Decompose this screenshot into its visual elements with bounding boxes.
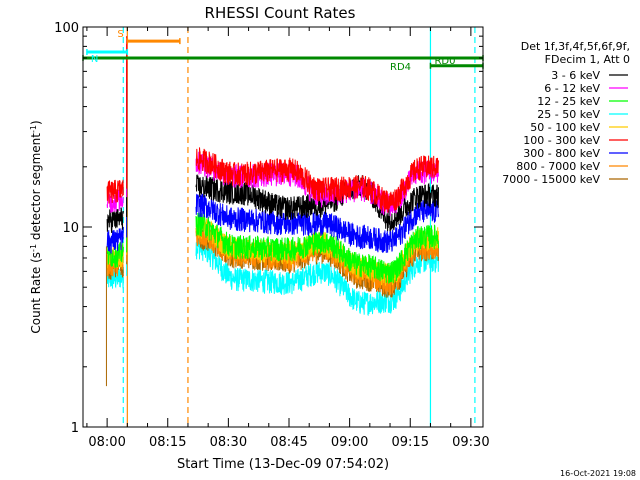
series-line [106, 179, 124, 204]
x-axis-label: Start Time (13-Dec-09 07:54:02) [177, 457, 389, 472]
series-line [106, 207, 124, 234]
x-tick-label: 09:15 [392, 435, 429, 450]
legend-label: 50 - 100 keV [530, 121, 600, 134]
legend-label: 100 - 300 keV [523, 134, 600, 147]
series-line [195, 212, 439, 284]
legend-label: 6 - 12 keV [544, 82, 600, 95]
series-line [195, 174, 439, 232]
x-tick-label: 09:30 [452, 435, 489, 450]
plot-frame [82, 26, 484, 428]
y-axis: 1 10 100 [54, 21, 483, 436]
legend-header-2: FDecim 1, Att 0 [545, 53, 630, 66]
x-tick-label: 08:45 [270, 435, 307, 450]
legend-label: 7000 - 15000 keV [502, 173, 600, 186]
legend-label: 25 - 50 keV [537, 108, 600, 121]
x-tick-label: 09:00 [331, 435, 368, 450]
series-line [106, 226, 124, 254]
state-bar-label: RD0 [434, 56, 455, 67]
legend-header-1: Det 1f,3f,4f,5f,6f,9f, [521, 40, 630, 53]
series-line [195, 237, 439, 317]
x-tick-label: 08:30 [210, 435, 247, 450]
chart-title: RHESSI Count Rates [205, 4, 356, 22]
plot-area: S N RD4 RD0 [82, 27, 484, 427]
x-tick-label: 08:15 [149, 435, 186, 450]
x-tick-label: 08:00 [88, 435, 125, 450]
legend: Det 1f,3f,4f,5f,6f,9f, FDecim 1, Att 0 3… [502, 40, 630, 186]
y-axis-label: Count Rate (s-1 detector segment-1) [29, 120, 44, 333]
y-axis-label-part1: Count Rate (s [29, 252, 43, 334]
legend-label: 3 - 6 keV [551, 69, 600, 82]
y-axis-label-part3: ) [29, 120, 43, 125]
x-axis: 08:00 08:15 08:30 08:45 09:00 09:15 09:30 [86, 27, 490, 450]
y-tick-label: 10 [62, 221, 79, 236]
y-tick-label: 100 [54, 21, 79, 36]
state-bar-label: RD4 [390, 62, 411, 73]
y-axis-label-sup2: -1 [29, 125, 38, 133]
series-line [195, 147, 439, 213]
state-bar-label: N [91, 54, 98, 65]
legend-label: 800 - 7000 keV [516, 160, 600, 173]
legend-label: 12 - 25 keV [537, 95, 600, 108]
y-tick-label: 1 [71, 421, 79, 436]
y-axis-label-sup1: -1 [29, 244, 38, 252]
legend-label: 300 - 800 keV [523, 147, 600, 160]
state-bar-label: S [117, 29, 123, 40]
y-axis-label-part2: detector segment [29, 133, 43, 244]
footer-timestamp: 16-Oct-2021 19:08 [560, 469, 636, 478]
